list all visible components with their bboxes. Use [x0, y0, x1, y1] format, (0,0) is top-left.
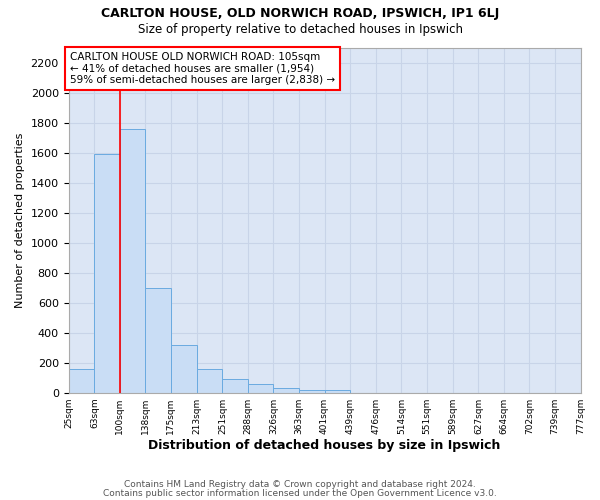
Bar	[170, 346, 197, 393]
X-axis label: Distribution of detached houses by size in Ipswich: Distribution of detached houses by size …	[148, 440, 501, 452]
Bar	[248, 384, 274, 392]
Text: CARLTON HOUSE, OLD NORWICH ROAD, IPSWICH, IP1 6LJ: CARLTON HOUSE, OLD NORWICH ROAD, IPSWICH…	[101, 8, 499, 20]
Y-axis label: Number of detached properties: Number of detached properties	[15, 132, 25, 308]
Bar	[325, 390, 350, 392]
Bar	[223, 379, 248, 392]
Bar	[68, 370, 94, 392]
Bar	[145, 288, 170, 393]
Text: Contains public sector information licensed under the Open Government Licence v3: Contains public sector information licen…	[103, 490, 497, 498]
Text: CARLTON HOUSE OLD NORWICH ROAD: 105sqm
← 41% of detached houses are smaller (1,9: CARLTON HOUSE OLD NORWICH ROAD: 105sqm ←…	[70, 52, 335, 85]
Bar	[299, 390, 325, 392]
Text: Contains HM Land Registry data © Crown copyright and database right 2024.: Contains HM Land Registry data © Crown c…	[124, 480, 476, 489]
Bar	[94, 154, 119, 392]
Bar	[119, 128, 145, 392]
Bar	[274, 388, 299, 392]
Bar	[197, 370, 223, 392]
Text: Size of property relative to detached houses in Ipswich: Size of property relative to detached ho…	[137, 22, 463, 36]
